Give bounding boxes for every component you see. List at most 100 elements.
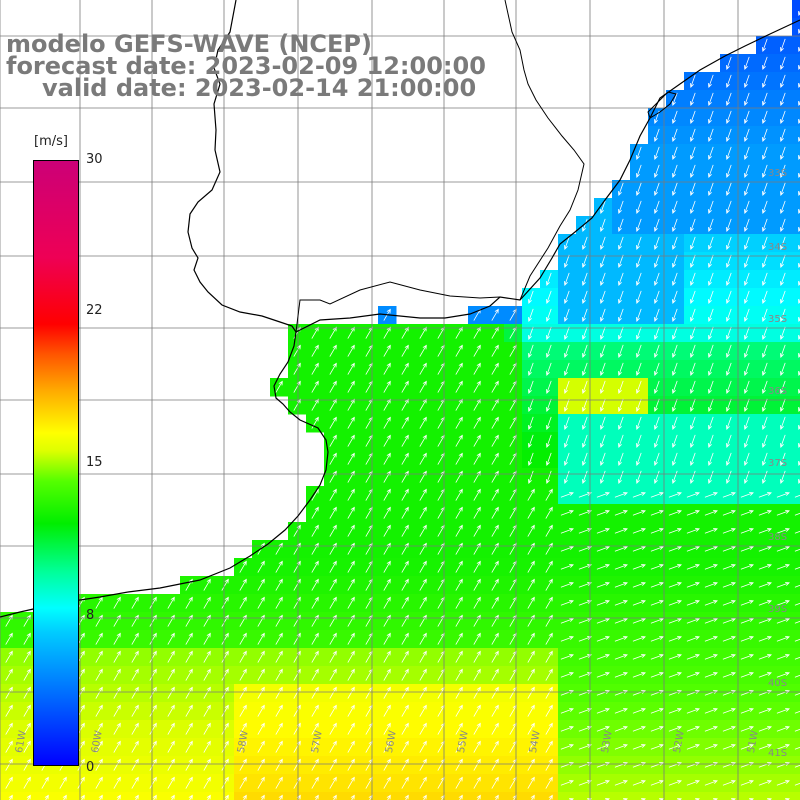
wind-arrow bbox=[668, 780, 682, 786]
wind-arrow bbox=[311, 560, 319, 573]
wind-cell bbox=[792, 108, 800, 127]
wind-cell bbox=[792, 774, 800, 793]
wind-arrow bbox=[762, 272, 768, 286]
wind-arrow bbox=[473, 326, 481, 339]
wind-arrow bbox=[668, 528, 682, 534]
wind-arrow bbox=[329, 596, 337, 609]
wind-arrow bbox=[113, 686, 121, 699]
wind-arrow bbox=[596, 546, 610, 552]
wind-arrow bbox=[545, 776, 553, 789]
wind-arrow bbox=[708, 344, 714, 358]
wind-arrow bbox=[618, 362, 624, 376]
wind-arrow bbox=[686, 618, 700, 624]
wind-arrow bbox=[636, 326, 642, 340]
wind-cell bbox=[792, 468, 800, 487]
wind-arrow bbox=[491, 758, 499, 771]
wind-arrow bbox=[548, 794, 553, 800]
wind-arrow bbox=[134, 794, 139, 800]
wind-arrow bbox=[383, 506, 391, 519]
wind-arrow bbox=[632, 780, 646, 786]
wind-arrow bbox=[546, 362, 552, 376]
wind-arrow bbox=[167, 650, 175, 663]
wind-arrow bbox=[780, 74, 786, 88]
wind-arrow bbox=[77, 758, 85, 771]
wind-arrow bbox=[780, 470, 786, 484]
wind-arrow bbox=[401, 416, 409, 429]
wind-arrow bbox=[758, 636, 772, 642]
wind-arrow bbox=[383, 740, 391, 753]
wind-arrow bbox=[564, 254, 570, 268]
wind-arrow bbox=[726, 344, 732, 358]
wind-arrow bbox=[726, 74, 732, 88]
wind-arrow bbox=[708, 452, 714, 466]
wind-arrow bbox=[614, 528, 628, 534]
wind-arrow bbox=[654, 182, 660, 196]
wind-arrow bbox=[690, 362, 696, 376]
wind-arrow bbox=[618, 182, 624, 196]
wind-arrow bbox=[780, 110, 786, 124]
wind-cell bbox=[792, 666, 800, 685]
wind-arrow bbox=[347, 704, 355, 717]
wind-arrow bbox=[654, 218, 660, 232]
wind-arrow bbox=[780, 146, 786, 160]
wind-arrow bbox=[476, 794, 481, 800]
wind-arrow bbox=[668, 708, 682, 714]
wind-cell bbox=[792, 198, 800, 217]
wind-arrow bbox=[636, 182, 642, 196]
wind-arrow bbox=[722, 708, 736, 714]
wind-arrow bbox=[401, 632, 409, 645]
wind-arrow bbox=[672, 164, 678, 178]
wind-arrow bbox=[672, 272, 678, 286]
wind-arrow bbox=[582, 416, 588, 430]
wind-arrow bbox=[596, 708, 610, 714]
wind-arrow bbox=[546, 308, 552, 322]
wind-cell bbox=[792, 684, 800, 703]
wind-arrow bbox=[419, 434, 427, 447]
wind-cell bbox=[792, 414, 800, 433]
wind-arrow bbox=[744, 434, 750, 448]
wind-arrow bbox=[473, 344, 481, 357]
wind-arrow bbox=[744, 344, 750, 358]
wind-arrow bbox=[668, 726, 682, 732]
wind-arrow bbox=[740, 492, 754, 498]
wind-arrow bbox=[690, 344, 696, 358]
wind-arrow bbox=[776, 528, 790, 534]
wind-arrow bbox=[614, 546, 628, 552]
wind-arrow bbox=[546, 416, 552, 430]
wind-arrow bbox=[650, 636, 664, 642]
wind-arrow bbox=[203, 650, 211, 663]
wind-arrow bbox=[311, 326, 319, 339]
wind-arrow bbox=[473, 668, 481, 681]
wind-arrow bbox=[722, 582, 736, 588]
wind-arrow bbox=[491, 398, 499, 411]
wind-arrow bbox=[794, 656, 800, 660]
latitude-label: 36S bbox=[768, 386, 788, 397]
wind-arrow bbox=[672, 308, 678, 322]
wind-arrow bbox=[185, 704, 193, 717]
wind-arrow bbox=[491, 704, 499, 717]
wind-cell bbox=[792, 522, 800, 541]
wind-arrow bbox=[776, 672, 790, 678]
wind-arrow bbox=[686, 708, 700, 714]
wind-arrow bbox=[329, 740, 337, 753]
wind-arrow bbox=[690, 434, 696, 448]
wind-arrow bbox=[401, 434, 409, 447]
wind-arrow bbox=[614, 744, 628, 750]
wind-arrow bbox=[650, 492, 664, 498]
wind-arrow bbox=[239, 596, 247, 609]
wind-arrow bbox=[776, 564, 790, 570]
wind-arrow bbox=[762, 254, 768, 268]
wind-arrow bbox=[546, 434, 552, 448]
wind-arrow bbox=[726, 326, 732, 340]
wind-arrow bbox=[690, 110, 696, 124]
wind-arrow bbox=[794, 602, 800, 606]
wind-arrow bbox=[311, 578, 319, 591]
wind-arrow bbox=[794, 692, 800, 696]
wind-arrow bbox=[455, 668, 463, 681]
wind-arrow bbox=[113, 758, 121, 771]
wind-cell bbox=[792, 486, 800, 505]
wind-arrow bbox=[654, 344, 660, 358]
wind-arrow bbox=[578, 708, 592, 714]
wind-arrow bbox=[131, 632, 139, 645]
wind-arrow bbox=[491, 632, 499, 645]
